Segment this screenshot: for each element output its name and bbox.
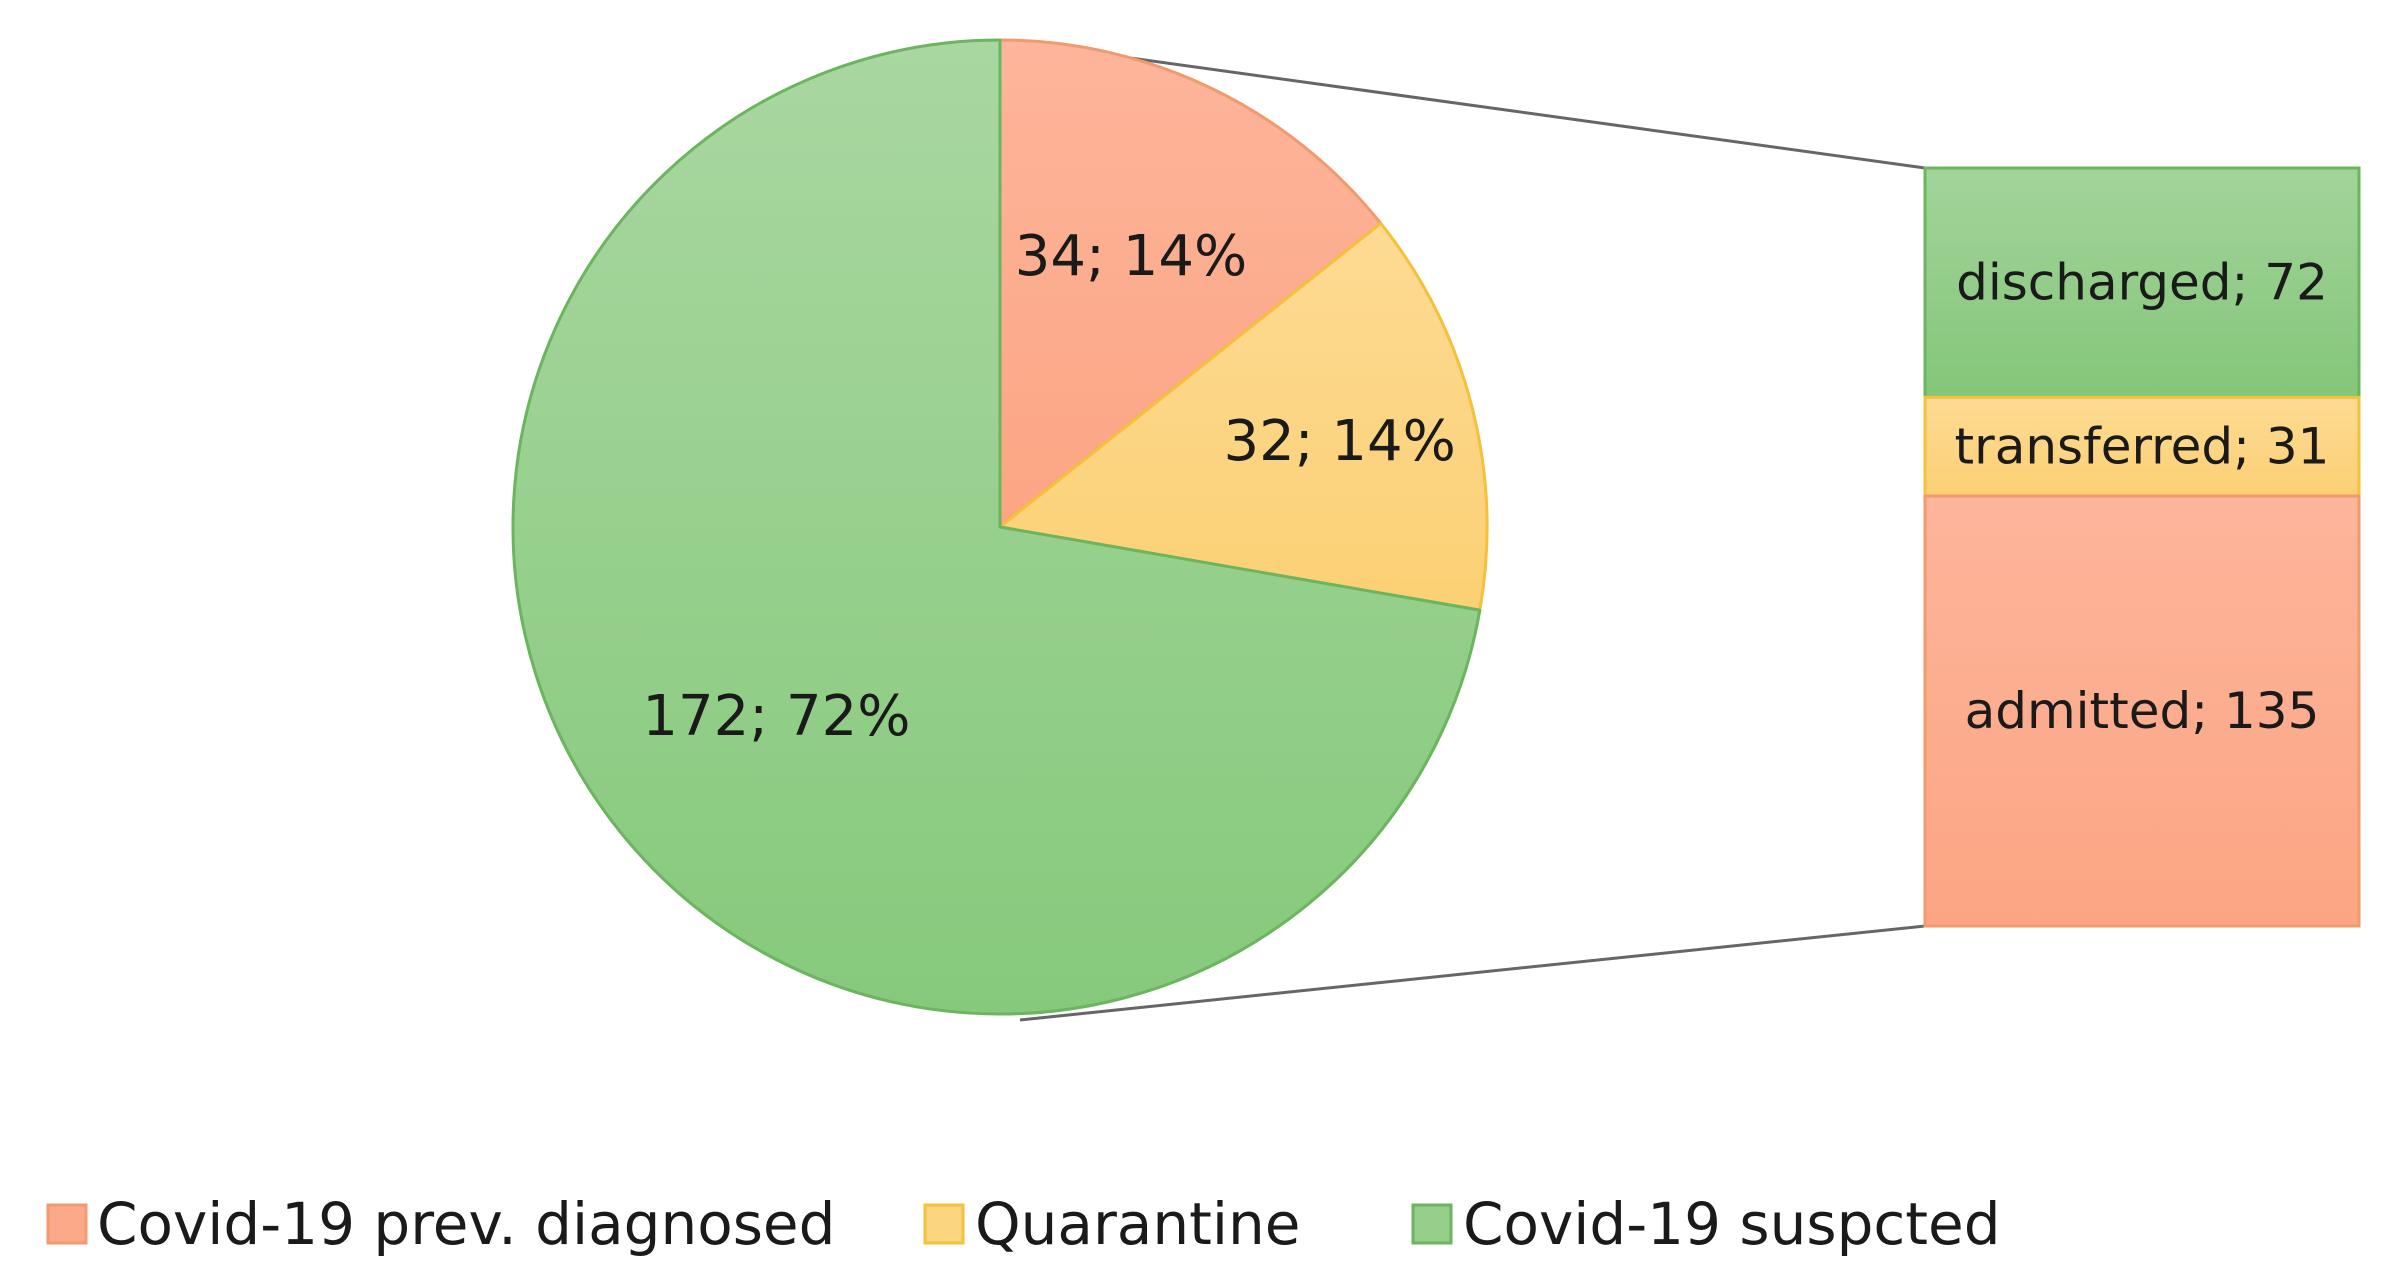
legend-item-covid-suspected: Covid-19 suspcted (1411, 1190, 2001, 1258)
connector-lines (999, 38, 1926, 1022)
breakdown-bar: discharged; 72 transferred; 31 admitted; 1… (1923, 166, 2361, 928)
legend: Covid-19 prev. diagnosed Quarantine Covi… (46, 1190, 2001, 1258)
pie: 34; 14% 32; 14% 172; 72% (511, 38, 1489, 1016)
bar-segment-label-transferred: transferred; 31 (1955, 418, 2330, 476)
legend-label-covid-prev-diagnosed: Covid-19 prev. diagnosed (97, 1190, 835, 1258)
pie-slice-label-quarantine: 32; 14% (1223, 409, 1455, 474)
legend-item-quarantine: Quarantine (923, 1190, 1300, 1258)
pie-slice-covid-19-suspcted (511, 38, 1482, 1016)
bar-segment-admitted (1923, 494, 2361, 928)
legend-label-quarantine: Quarantine (975, 1190, 1300, 1258)
connector-line-bottom (1019, 924, 1926, 1022)
legend-swatch-covid-suspected (1411, 1203, 1453, 1245)
pie-slice-quarantine (998, 221, 1489, 612)
legend-swatch-quarantine (923, 1203, 965, 1245)
legend-label-covid-suspected: Covid-19 suspcted (1463, 1190, 2001, 1258)
legend-swatch-covid-prev-diagnosed (46, 1203, 88, 1245)
bar-segment-label-discharged: discharged; 72 (1956, 254, 2328, 312)
legend-item-covid-prev-diagnosed: Covid-19 prev. diagnosed (46, 1190, 835, 1258)
bar-segment-discharged (1923, 166, 2361, 399)
pie-slice-covid-19-prev-diagnosed (998, 38, 1383, 529)
pie-slice-label-covid-19-prev-diagnosed: 34; 14% (1015, 224, 1247, 289)
pie-slice-label-covid-19-suspcted: 172; 72% (642, 684, 910, 749)
connector-line-top (999, 38, 1926, 170)
bar-segment-label-admitted: admitted; 135 (1965, 682, 2320, 740)
